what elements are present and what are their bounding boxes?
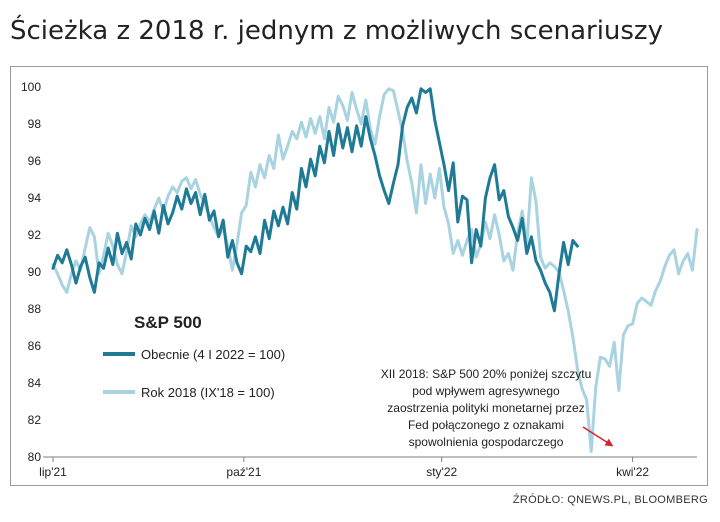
y-tick-label: 94: [28, 191, 42, 205]
y-tick-label: 96: [28, 154, 42, 168]
annotation: XII 2018: S&P 500 20% poniżej szczytu po…: [381, 367, 614, 449]
y-tick-label: 86: [28, 339, 42, 353]
y-tick-label: 84: [28, 376, 42, 390]
axes: 80 82 84 86 88 90 92 94 96 98 100 lip'21 paź'21 sty'2…: [21, 80, 697, 479]
y-tick-label: 88: [28, 302, 42, 316]
legend-label-current: Obecnie (4 I 2022 = 100): [141, 347, 285, 362]
y-tick-label: 98: [28, 117, 42, 131]
chart-frame: 80 82 84 86 88 90 92 94 96 98 100 lip'21 paź'21 sty'2…: [10, 66, 708, 486]
annotation-line-3: zaostrzenia polityki monetarnej przez: [387, 401, 584, 415]
source-note: ŹRÓDŁO: QNEWS.PL, BLOOMBERG: [512, 494, 708, 506]
x-tick-label: sty'22: [426, 465, 457, 479]
sp500-chart: 80 82 84 86 88 90 92 94 96 98 100 lip'21 paź'21 sty'2…: [21, 80, 699, 479]
x-tick-label: paź'21: [226, 465, 261, 479]
legend: S&P 500 Obecnie (4 I 2022 = 100) Rok 201…: [103, 313, 285, 400]
x-tick-label: lip'21: [39, 465, 67, 479]
annotation-arrow: [582, 426, 614, 447]
page-title: Ścieżka z 2018 r. jednym z możliwych sce…: [10, 16, 663, 46]
legend-title: S&P 500: [134, 313, 202, 332]
y-tick-label: 92: [28, 228, 42, 242]
series-line-2018: [51, 87, 699, 453]
y-tick-label: 90: [28, 265, 42, 279]
x-tick-label: kwi'22: [616, 465, 649, 479]
y-tick-label: 82: [28, 413, 42, 427]
series-layer: [51, 87, 699, 453]
series-line-current: [51, 87, 579, 313]
y-tick-label: 100: [21, 80, 41, 94]
annotation-line-2: pod wpływem agresywnego: [412, 384, 560, 398]
legend-label-2018: Rok 2018 (IX'18 = 100): [141, 385, 275, 400]
annotation-line-4: Fed połączonego z oznakami: [408, 418, 564, 432]
annotation-line-5: spowolnienia gospodarczego: [409, 435, 564, 449]
y-tick-label: 80: [28, 450, 42, 464]
annotation-line-1: XII 2018: S&P 500 20% poniżej szczytu: [381, 367, 592, 381]
